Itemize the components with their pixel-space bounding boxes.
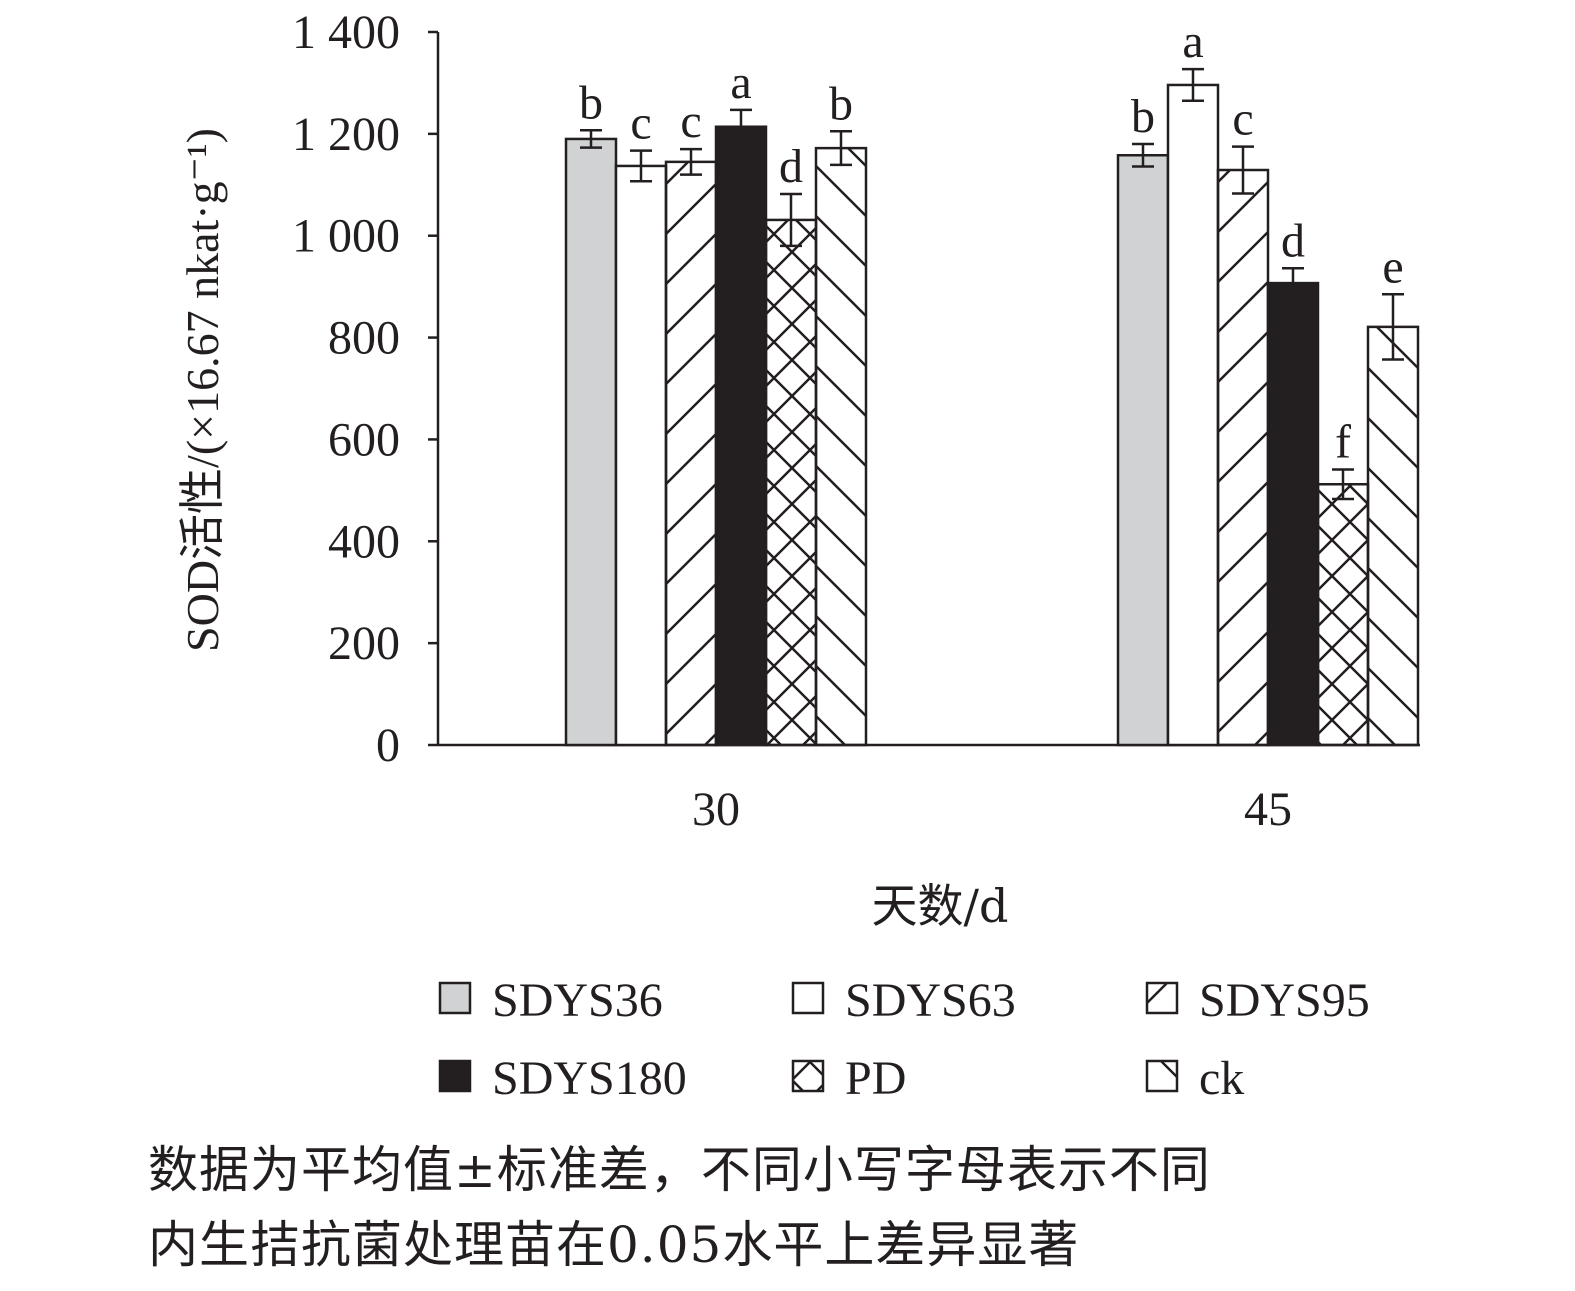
significance-letter: b bbox=[829, 77, 853, 130]
bar-PD-30 bbox=[764, 218, 818, 747]
bar-SDYS63-30 bbox=[614, 164, 668, 747]
y-tick-label: 600 bbox=[328, 413, 400, 466]
legend: SDYS36 SDYS63 SDYS95 SDYS180 PD ck bbox=[438, 974, 1370, 1105]
bar-SDYS95-45 bbox=[1216, 168, 1270, 747]
legend-swatch-PD bbox=[791, 1059, 825, 1093]
bar-PD-45 bbox=[1316, 482, 1370, 747]
bar-ck-30 bbox=[814, 146, 868, 747]
caption-line-2: 内生拮抗菌处理苗在0.05水平上差异显著 bbox=[148, 1216, 1080, 1274]
significance-letter: d bbox=[779, 140, 803, 193]
y-tick-label: 800 bbox=[328, 312, 400, 365]
legend-label: SDYS180 bbox=[492, 1052, 687, 1105]
bar-ck-45 bbox=[1366, 325, 1420, 747]
bar-SDYS180-45 bbox=[1266, 281, 1320, 747]
significance-letter: c bbox=[630, 97, 651, 150]
significance-letter: c bbox=[1232, 93, 1253, 146]
legend-swatch-SDYS36 bbox=[438, 981, 472, 1015]
legend-label: SDYS95 bbox=[1199, 974, 1370, 1027]
x-tick-label: 30 bbox=[692, 783, 740, 836]
significance-letter: c bbox=[680, 95, 701, 148]
significance-letter: b bbox=[579, 76, 603, 129]
y-tick-label: 1 200 bbox=[292, 108, 400, 161]
legend-swatch-ck bbox=[1145, 1059, 1179, 1093]
y-tick-label: 1 400 bbox=[292, 6, 400, 59]
significance-letter: f bbox=[1335, 415, 1351, 468]
legend-swatch-SDYS63 bbox=[791, 981, 825, 1015]
y-tick-label: 200 bbox=[328, 617, 400, 670]
legend-swatch-SDYS95 bbox=[1145, 981, 1179, 1015]
significance-letter: a bbox=[730, 56, 751, 109]
bar-SDYS95-30 bbox=[664, 160, 718, 747]
significance-letter: a bbox=[1182, 15, 1203, 68]
legend-label: PD bbox=[845, 1052, 906, 1105]
legend-label: ck bbox=[1199, 1052, 1244, 1105]
significance-letter: b bbox=[1131, 90, 1155, 143]
bar-SDYS36-30 bbox=[564, 137, 618, 747]
x-axis-label: 天数/d bbox=[872, 879, 1009, 933]
significance-letter: d bbox=[1281, 214, 1305, 267]
y-axis-label: SOD活性/(×16.67 nkat·g⁻¹) bbox=[177, 128, 228, 652]
legend-label: SDYS63 bbox=[845, 974, 1016, 1027]
bar-SDYS36-45 bbox=[1116, 153, 1170, 747]
x-tick-label: 45 bbox=[1244, 783, 1292, 836]
axes: 0 200 400 600 800 1 000 1 200 1 400 30 45 bbox=[292, 6, 1420, 836]
y-tick-label: 400 bbox=[328, 515, 400, 568]
caption-line-1: 数据为平均值±标准差，不同小写字母表示不同 bbox=[148, 1141, 1211, 1199]
y-tick-label: 0 bbox=[376, 719, 400, 772]
legend-swatch-SDYS180 bbox=[438, 1059, 472, 1093]
bar-SDYS63-45 bbox=[1166, 83, 1220, 747]
significance-letter: e bbox=[1382, 240, 1403, 293]
y-tick-label: 1 000 bbox=[292, 210, 400, 263]
bar-SDYS180-30 bbox=[714, 125, 768, 747]
legend-label: SDYS36 bbox=[492, 974, 663, 1027]
